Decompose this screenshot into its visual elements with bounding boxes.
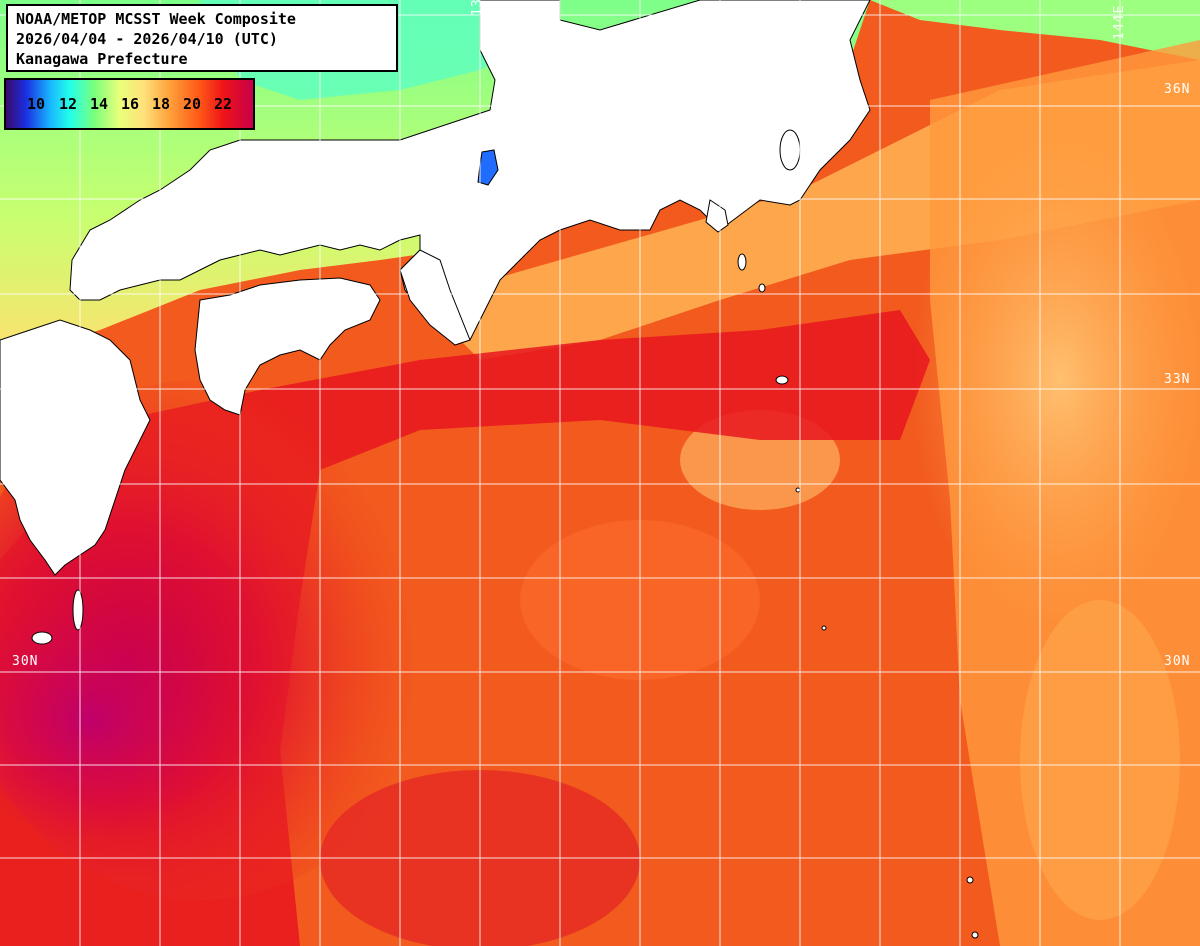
lon-label-144e: 144E xyxy=(1112,4,1127,40)
lat-label-30n-left: 30N xyxy=(12,654,39,669)
southeast-pale-patch xyxy=(1020,600,1180,920)
kii-peninsula xyxy=(399,249,471,346)
izu-island-2 xyxy=(758,283,766,293)
boso-coast xyxy=(779,129,801,171)
legend-label-12: 12 xyxy=(59,95,78,113)
island-south-1 xyxy=(966,876,974,884)
island-central xyxy=(821,625,827,631)
lat-label-33n: 33N xyxy=(1164,372,1191,387)
color-legend: 10 12 14 16 18 20 22 xyxy=(4,78,255,130)
legend-labels: 10 12 14 16 18 20 22 xyxy=(6,93,253,115)
legend-label-14: 14 xyxy=(90,95,109,113)
lon-label-136e: 136E xyxy=(470,0,485,16)
legend-label-10: 10 xyxy=(27,95,46,113)
title-product: NOAA/METOP MCSST Week Composite xyxy=(16,10,296,28)
east-pale-patch xyxy=(910,120,1200,640)
yakushima xyxy=(72,589,84,631)
legend-label-16: 16 xyxy=(121,95,140,113)
lat-label-36n: 36N xyxy=(1164,82,1191,97)
island-south-2 xyxy=(971,931,979,939)
legend-label-18: 18 xyxy=(152,95,171,113)
legend-label-22: 22 xyxy=(214,95,233,113)
legend-label-20: 20 xyxy=(183,95,202,113)
island-mid xyxy=(795,487,801,493)
izu-island-3 xyxy=(775,375,789,385)
deep-warm-pool xyxy=(0,600,230,840)
izu-island-1 xyxy=(737,253,747,271)
kyushu-land xyxy=(0,319,151,576)
legend-color-bar xyxy=(6,80,253,128)
title-date-range: 2026/04/04 - 2026/04/10 (UTC) xyxy=(16,30,278,48)
title-box: NOAA/METOP MCSST Week Composite 2026/04/… xyxy=(6,4,398,72)
izu-peninsula xyxy=(705,199,729,233)
tanegashima xyxy=(31,631,53,645)
lat-label-30n-right: 30N xyxy=(1164,654,1191,669)
title-region: Kanagawa Prefecture xyxy=(16,50,188,68)
